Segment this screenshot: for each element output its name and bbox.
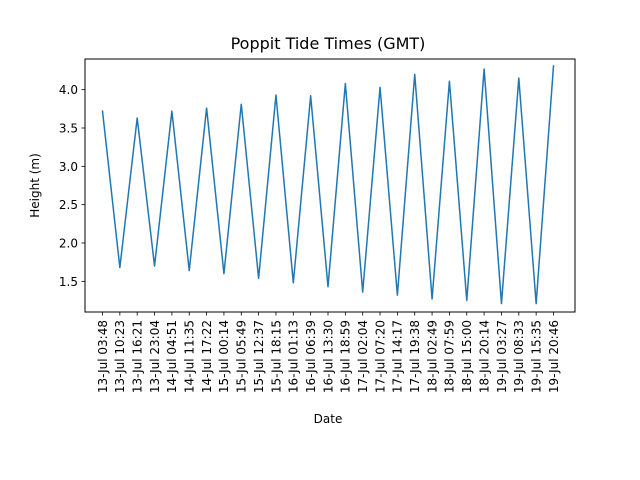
x-tick-label: 13-Jul 10:23 bbox=[113, 320, 127, 393]
x-tick-label: 16-Jul 01:13 bbox=[287, 320, 301, 393]
x-tick-label: 19-Jul 03:27 bbox=[495, 320, 509, 393]
x-tick-label: 15-Jul 12:37 bbox=[252, 320, 266, 393]
x-tick-label: 18-Jul 02:49 bbox=[425, 320, 439, 393]
y-tick-label: 3.0 bbox=[59, 160, 78, 174]
x-tick-label: 17-Jul 07:20 bbox=[373, 320, 387, 393]
x-tick-label: 19-Jul 08:33 bbox=[512, 320, 526, 393]
y-axis: 1.5 2.0 2.5 3.0 3.5 4.0 bbox=[59, 83, 85, 289]
series-line-1 bbox=[101, 65, 555, 305]
x-tick-label: 17-Jul 14:17 bbox=[391, 320, 405, 393]
x-tick-label: 16-Jul 06:39 bbox=[304, 320, 318, 393]
y-axis-label: Height (m) bbox=[28, 153, 42, 218]
y-tick-label: 1.5 bbox=[59, 275, 78, 289]
x-tick-label: 13-Jul 03:48 bbox=[96, 320, 110, 393]
x-tick-label: 14-Jul 04:51 bbox=[165, 320, 179, 393]
x-axis: 13-Jul 03:48 13-Jul 10:23 13-Jul 16:21 13-J… bbox=[96, 312, 561, 393]
plot-frame bbox=[84, 58, 576, 313]
x-tick-label: 15-Jul 05:49 bbox=[235, 320, 249, 393]
x-tick-label: 15-Jul 18:15 bbox=[269, 320, 283, 393]
y-tick-label: 3.5 bbox=[59, 122, 78, 136]
y-tick-label: 2.5 bbox=[59, 198, 78, 212]
x-tick-label: 13-Jul 16:21 bbox=[130, 320, 144, 393]
chart-title: Poppit Tide Times (GMT) bbox=[231, 34, 426, 53]
x-tick-label: 18-Jul 07:59 bbox=[443, 320, 457, 393]
x-axis-label: Date bbox=[314, 412, 343, 426]
x-tick-label: 14-Jul 11:35 bbox=[183, 320, 197, 393]
x-tick-label: 13-Jul 23:04 bbox=[148, 320, 162, 393]
x-tick-label: 19-Jul 15:35 bbox=[529, 320, 543, 393]
x-tick-label: 18-Jul 20:14 bbox=[477, 320, 491, 393]
x-tick-label: 14-Jul 17:22 bbox=[200, 320, 214, 393]
chart-marks bbox=[101, 65, 555, 305]
x-tick-label: 16-Jul 18:59 bbox=[339, 320, 353, 393]
y-tick-label: 2.0 bbox=[59, 237, 78, 251]
x-tick-label: 16-Jul 13:30 bbox=[321, 320, 335, 393]
x-tick-label: 19-Jul 20:46 bbox=[547, 320, 561, 393]
x-tick-label: 17-Jul 19:38 bbox=[408, 320, 422, 393]
y-tick-label: 4.0 bbox=[59, 83, 78, 97]
x-tick-label: 17-Jul 02:04 bbox=[356, 320, 370, 393]
x-tick-label: 15-Jul 00:14 bbox=[217, 320, 231, 393]
x-tick-label: 18-Jul 15:00 bbox=[460, 320, 474, 393]
